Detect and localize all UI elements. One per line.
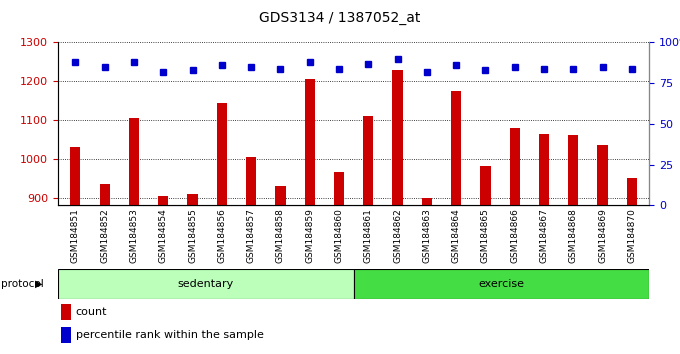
Text: GSM184870: GSM184870 [628, 209, 636, 263]
Bar [354, 269, 649, 299]
Text: count: count [75, 307, 107, 317]
Bar [217, 103, 227, 205]
Bar [275, 186, 286, 205]
Bar [305, 79, 315, 205]
Bar [422, 198, 432, 205]
Text: GSM184867: GSM184867 [539, 209, 549, 263]
Text: GSM184856: GSM184856 [218, 209, 226, 263]
Text: GSM184859: GSM184859 [305, 209, 314, 263]
Text: GSM184860: GSM184860 [335, 209, 343, 263]
Bar [129, 118, 139, 205]
Text: GSM184865: GSM184865 [481, 209, 490, 263]
Text: sedentary: sedentary [177, 279, 234, 289]
Text: GSM184854: GSM184854 [158, 209, 168, 263]
Bar [392, 70, 403, 205]
Text: ▶: ▶ [35, 279, 43, 289]
Bar [568, 135, 579, 205]
Text: GSM184866: GSM184866 [510, 209, 519, 263]
Text: GSM184851: GSM184851 [71, 209, 80, 263]
Text: GSM184853: GSM184853 [129, 209, 139, 263]
Text: GSM184861: GSM184861 [364, 209, 373, 263]
Bar [58, 269, 354, 299]
Text: GSM184864: GSM184864 [452, 209, 460, 263]
Text: GSM184852: GSM184852 [100, 209, 109, 263]
Text: GSM184869: GSM184869 [598, 209, 607, 263]
Text: percentile rank within the sample: percentile rank within the sample [75, 330, 263, 340]
Bar [158, 196, 169, 205]
Bar [539, 133, 549, 205]
Bar [99, 184, 109, 205]
Text: GSM184862: GSM184862 [393, 209, 402, 263]
Bar [451, 91, 461, 205]
Bar [61, 327, 71, 343]
Text: GSM184855: GSM184855 [188, 209, 197, 263]
Bar [61, 304, 71, 320]
Bar [509, 128, 520, 205]
Text: exercise: exercise [479, 279, 524, 289]
Text: GSM184857: GSM184857 [247, 209, 256, 263]
Text: GDS3134 / 1387052_at: GDS3134 / 1387052_at [259, 11, 421, 25]
Bar [627, 178, 637, 205]
Text: GSM184863: GSM184863 [422, 209, 431, 263]
Text: GSM184868: GSM184868 [568, 209, 578, 263]
Bar [334, 172, 344, 205]
Bar [70, 147, 80, 205]
Bar [363, 116, 373, 205]
Text: protocol: protocol [1, 279, 44, 289]
Text: GSM184858: GSM184858 [276, 209, 285, 263]
Bar [598, 145, 608, 205]
Bar [188, 194, 198, 205]
Bar [480, 166, 490, 205]
Bar [246, 157, 256, 205]
